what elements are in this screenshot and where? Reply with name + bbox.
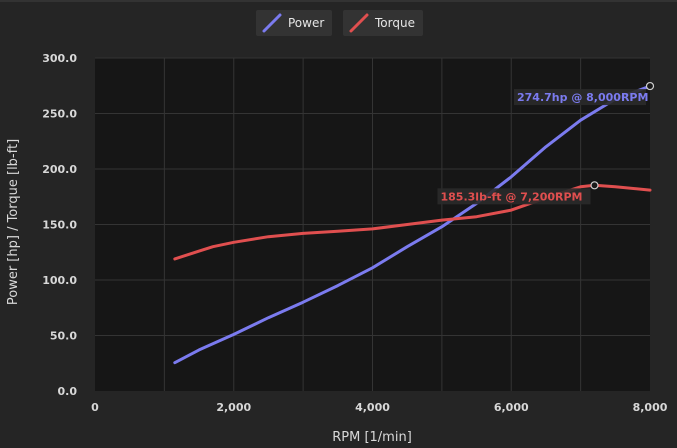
power-line-icon	[262, 13, 282, 33]
legend-item-torque[interactable]: Torque	[343, 10, 423, 36]
annotation-box-power	[514, 89, 646, 106]
annotation-box-torque	[437, 188, 591, 205]
x-tick-label: 0	[91, 401, 99, 414]
y-axis-ticks: 0.0 50.0 100.0 150.0 200.0 250.0 300.0	[42, 52, 77, 398]
x-tick-label: 8,000	[633, 401, 668, 414]
x-axis-label: RPM [1/min]	[332, 430, 412, 445]
x-axis-ticks: 0 2,000 4,000 6,000 8,000	[91, 401, 668, 414]
series-line-power	[173, 84, 652, 365]
legend-label-torque: Torque	[375, 16, 415, 30]
x-tick-label: 2,000	[216, 401, 251, 414]
y-tick-label: 100.0	[42, 274, 77, 287]
annotation-label-power: 274.7hp @ 8,000RPM	[517, 91, 648, 104]
peak-marker-power[interactable]	[645, 81, 655, 91]
annotation-label-torque: 185.3lb-ft @ 7,200RPM	[441, 190, 583, 203]
y-tick-label: 250.0	[42, 108, 77, 121]
legend-label-power: Power	[288, 16, 325, 30]
torque-line-icon	[349, 13, 369, 33]
y-tick-label: 200.0	[42, 163, 77, 176]
series-line-torque	[173, 183, 652, 261]
x-tick-label: 4,000	[355, 401, 390, 414]
y-tick-label: 150.0	[42, 219, 77, 232]
y-tick-label: 50.0	[50, 330, 77, 343]
y-axis-label: Power [hp] / Torque [lb-ft]	[6, 139, 21, 305]
y-tick-label: 300.0	[42, 52, 77, 65]
top-border	[0, 0, 677, 2]
y-tick-label: 0.0	[58, 385, 78, 398]
series-layer	[173, 84, 652, 365]
annotation-layer: 274.7hp @ 8,000RPM 185.3lb-ft @ 7,200RPM	[437, 81, 655, 205]
x-tick-label: 6,000	[494, 401, 529, 414]
legend-item-power[interactable]: Power	[256, 10, 333, 36]
peak-marker-torque[interactable]	[590, 181, 599, 190]
